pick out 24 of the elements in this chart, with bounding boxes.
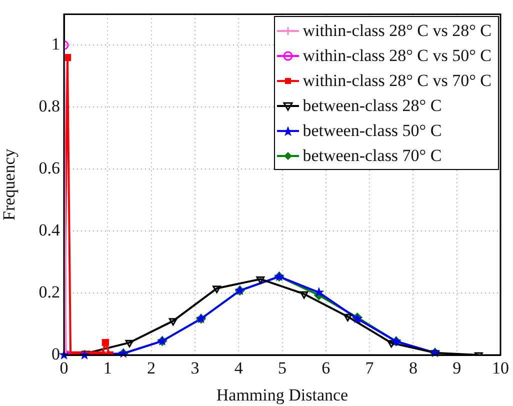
x-tick-label: 2 — [147, 358, 156, 378]
y-tick-label: 0.4 — [38, 220, 60, 240]
x-tick-label: 8 — [408, 358, 418, 378]
x-axis-title: Hamming Distance — [216, 385, 348, 404]
y-axis-title: Frequency — [0, 148, 19, 220]
y-tick-label: 0 — [52, 344, 60, 364]
x-tick-label: 3 — [190, 358, 200, 378]
legend-label: within-class 28° C vs 70° C — [302, 70, 492, 92]
x-tick-label: 7 — [365, 358, 374, 378]
legend-label: within-class 28° C vs 28° C — [302, 20, 492, 42]
y-tick-label: 0.8 — [38, 96, 60, 116]
legend-label: between-class 28° C — [302, 95, 442, 118]
x-tick-label: 5 — [278, 358, 286, 378]
x-tick-label: 9 — [452, 358, 462, 378]
y-tick-label: 0.6 — [38, 158, 60, 178]
x-tick-label: 4 — [234, 358, 244, 378]
legend-label: within-class 28° C vs 50° C — [302, 45, 492, 68]
legend-label: between-class 70° C — [302, 145, 442, 168]
x-tick-label: 10 — [492, 358, 509, 378]
x-tick-label: 6 — [322, 358, 330, 378]
y-tick-label: 1 — [52, 34, 60, 54]
x-tick-label: 1 — [103, 358, 112, 378]
legend-label: between-class 50° C — [302, 120, 442, 142]
y-tick-label: 0.2 — [38, 282, 60, 302]
